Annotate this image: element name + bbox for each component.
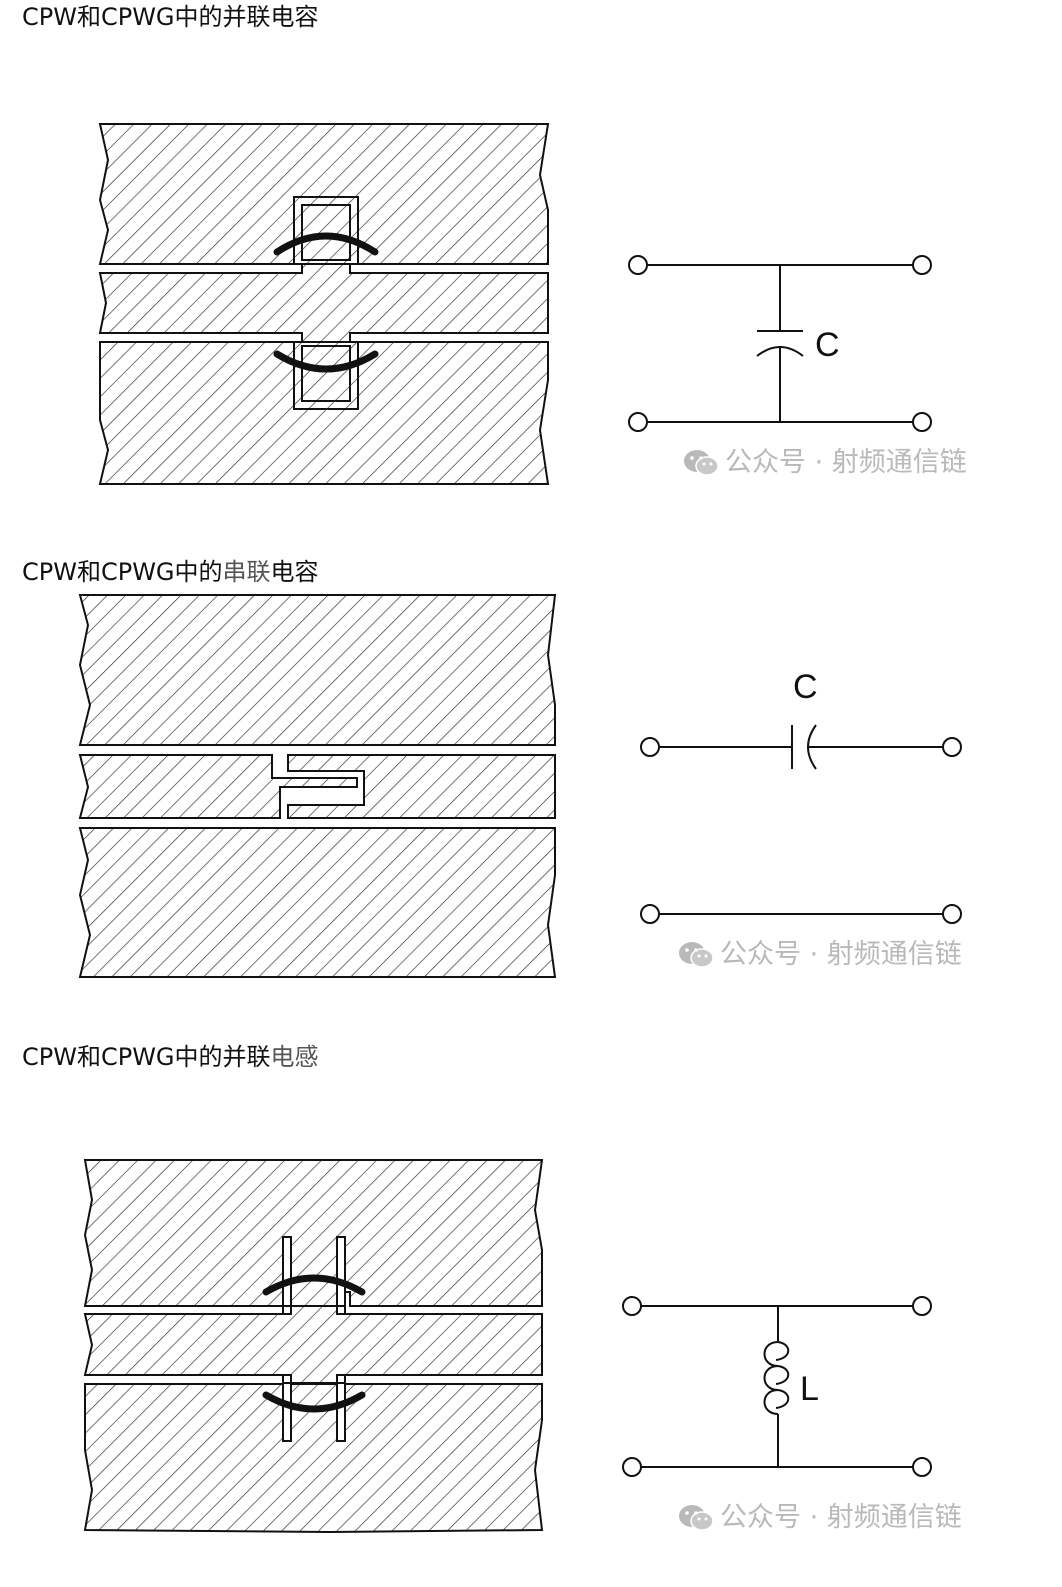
watermark: 公众号 · 射频通信链 bbox=[678, 932, 962, 971]
series-capacitor-schematic bbox=[640, 724, 962, 924]
lower-air-bridge bbox=[262, 1391, 366, 1413]
cpw-shunt-capacitor-layout: C bbox=[98, 123, 932, 485]
lower-air-bridge bbox=[273, 350, 379, 373]
shunt-inductor-schematic bbox=[622, 1296, 932, 1477]
bottom-ground-plane bbox=[78, 827, 557, 978]
terminal-node bbox=[912, 255, 932, 275]
component-label: C bbox=[815, 326, 840, 364]
shunt-capacitor-schematic bbox=[628, 255, 932, 432]
lower-stub-gap bbox=[301, 345, 351, 402]
inductor-coil bbox=[763, 1341, 779, 1415]
terminal-node bbox=[628, 412, 648, 432]
terminal-node bbox=[622, 1296, 642, 1316]
component-label: C bbox=[793, 668, 818, 706]
section-series-capacitor: CPW和CPWG中的串联电容 C 公众号 · 射频通 bbox=[0, 555, 1062, 995]
terminal-node bbox=[942, 737, 962, 757]
top-ground-plane bbox=[83, 1159, 544, 1307]
watermark: 公众号 · 射频通信链 bbox=[678, 1495, 962, 1534]
wechat-icon bbox=[679, 942, 714, 968]
terminal-node bbox=[912, 1457, 932, 1477]
center-conductor bbox=[83, 1305, 543, 1384]
terminal-node bbox=[640, 904, 660, 924]
center-conductor bbox=[98, 259, 549, 351]
wechat-icon bbox=[679, 1505, 714, 1531]
top-ground-plane bbox=[78, 594, 557, 746]
center-conductor-right bbox=[287, 754, 556, 819]
cpw-series-capacitor-layout: C bbox=[78, 594, 962, 978]
upper-air-bridge bbox=[273, 232, 379, 256]
terminal-node bbox=[912, 412, 932, 432]
section-shunt-capacitor: CPW和CPWG中的并联电容 C bbox=[0, 0, 1062, 520]
terminal-node bbox=[640, 737, 660, 757]
section-heading: CPW和CPWG中的并联电感 bbox=[22, 1043, 319, 1071]
terminal-node bbox=[912, 1296, 932, 1316]
wechat-icon bbox=[684, 450, 719, 476]
center-conductor-left bbox=[78, 754, 358, 819]
terminal-node bbox=[942, 904, 962, 924]
upper-air-bridge bbox=[262, 1274, 366, 1296]
component-label: L bbox=[800, 1370, 819, 1408]
terminal-node bbox=[622, 1457, 642, 1477]
terminal-node bbox=[628, 255, 648, 275]
section-heading: CPW和CPWG中的并联电容 bbox=[22, 3, 319, 31]
section-shunt-inductor: CPW和CPWG中的并联电感 bbox=[0, 1040, 1062, 1587]
section-heading: CPW和CPWG中的串联电容 bbox=[22, 558, 319, 586]
cpw-shunt-inductor-layout: L bbox=[83, 1159, 932, 1534]
watermark: 公众号 · 射频通信链 bbox=[683, 440, 967, 479]
